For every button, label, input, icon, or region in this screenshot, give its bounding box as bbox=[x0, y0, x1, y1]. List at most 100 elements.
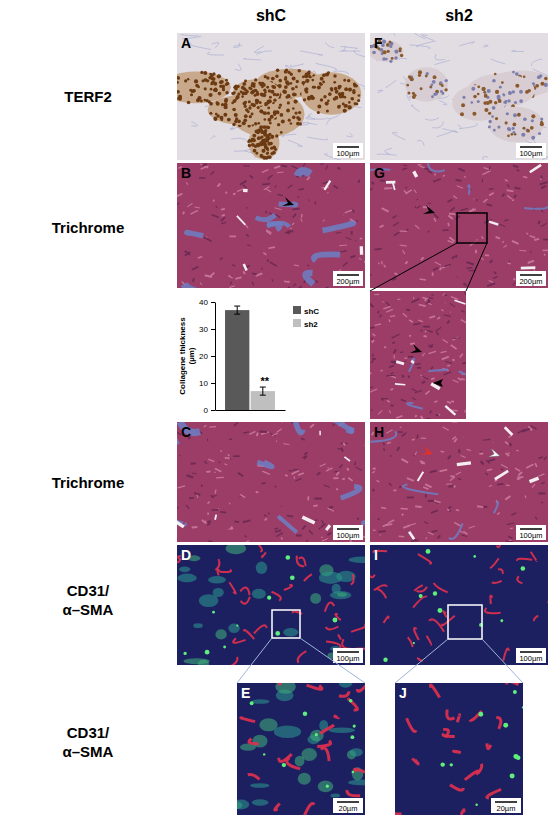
nucleus bbox=[290, 73, 293, 76]
cd31-signal bbox=[383, 616, 388, 622]
tissue-fiber bbox=[530, 250, 531, 253]
tissue-fiber bbox=[430, 411, 432, 414]
tissue-fiber bbox=[501, 468, 503, 470]
scale-bar-label: 100µm bbox=[336, 531, 359, 540]
tissue-fiber bbox=[177, 203, 179, 207]
tissue-fiber bbox=[421, 376, 428, 379]
tissue-fiber bbox=[306, 540, 308, 542]
nucleus bbox=[240, 90, 243, 93]
nucleus bbox=[522, 127, 525, 130]
nucleus bbox=[263, 118, 266, 121]
stroma-fiber bbox=[191, 121, 197, 126]
tissue-fiber bbox=[265, 211, 267, 213]
tissue-fiber bbox=[192, 526, 198, 528]
tissue-fiber bbox=[466, 267, 472, 269]
tissue-background bbox=[370, 291, 466, 419]
tissue-fiber bbox=[434, 218, 436, 221]
nucleus bbox=[320, 98, 323, 101]
nucleus bbox=[523, 75, 526, 78]
tissue-fiber bbox=[404, 357, 407, 358]
tissue-fiber bbox=[348, 478, 352, 481]
nucleus bbox=[333, 74, 336, 77]
tissue-fiber bbox=[431, 378, 435, 379]
nucleus bbox=[257, 122, 260, 125]
tissue-fiber bbox=[393, 489, 396, 491]
tissue-fiber bbox=[256, 491, 259, 493]
nucleus bbox=[494, 101, 498, 105]
tissue-fiber bbox=[229, 438, 232, 440]
nucleus bbox=[292, 116, 296, 120]
tissue-fiber bbox=[512, 199, 514, 201]
panel-image bbox=[370, 545, 548, 665]
tissue-fiber bbox=[212, 509, 220, 511]
nucleus bbox=[408, 75, 411, 78]
collagen-band bbox=[184, 284, 216, 288]
tissue-fiber bbox=[402, 168, 407, 170]
nucleus bbox=[249, 115, 252, 118]
nucleus bbox=[286, 82, 290, 86]
tissue-fiber bbox=[445, 361, 452, 363]
cd31-signal bbox=[450, 785, 463, 790]
nucleus bbox=[338, 92, 342, 96]
cd31-signal bbox=[304, 804, 314, 815]
cd31-signal bbox=[248, 774, 260, 779]
green-spot bbox=[333, 617, 338, 622]
nucleus bbox=[526, 129, 529, 132]
vessel-lumen bbox=[319, 431, 321, 436]
tissue-fiber bbox=[304, 452, 307, 454]
nucleus bbox=[488, 126, 491, 129]
tissue-fiber bbox=[442, 357, 449, 360]
cd31-signal bbox=[351, 625, 365, 632]
tissue-fiber bbox=[232, 265, 235, 267]
tissue-fiber bbox=[275, 185, 276, 187]
nucleus bbox=[267, 111, 270, 114]
tissue-fiber bbox=[216, 477, 224, 479]
tissue-fiber bbox=[481, 461, 484, 464]
tissue-fiber bbox=[539, 457, 543, 458]
tissue-fiber bbox=[506, 484, 510, 486]
panel-letter: I bbox=[374, 547, 378, 563]
tissue-fiber bbox=[485, 254, 489, 256]
green-spot bbox=[419, 594, 423, 598]
tissue-fiber bbox=[391, 389, 394, 390]
sma-signal bbox=[337, 592, 347, 596]
nucleus bbox=[348, 88, 352, 92]
tissue-fiber bbox=[274, 166, 280, 168]
cd31-signal bbox=[490, 595, 492, 604]
tissue-fiber bbox=[336, 488, 338, 490]
nucleus bbox=[305, 72, 309, 76]
cd31-signal bbox=[496, 718, 501, 729]
green-spot bbox=[353, 725, 356, 728]
tissue-fiber bbox=[246, 207, 248, 209]
tissue-fiber bbox=[355, 467, 362, 471]
tissue-fiber bbox=[266, 230, 271, 233]
collagen-band bbox=[524, 206, 547, 209]
vessel-lumen bbox=[360, 246, 364, 255]
cd31-signal bbox=[255, 545, 262, 551]
collagen-band bbox=[468, 185, 470, 194]
tissue-fiber bbox=[419, 304, 426, 306]
scale-bar-box bbox=[516, 143, 546, 158]
tissue-fiber bbox=[485, 473, 488, 475]
cd31-signal bbox=[517, 576, 522, 583]
tissue-fiber bbox=[224, 464, 227, 465]
tissue-fiber bbox=[386, 309, 393, 312]
tissue-fiber bbox=[424, 326, 429, 328]
nucleus bbox=[275, 134, 278, 137]
scale-bar-label: 100µm bbox=[519, 654, 542, 663]
legend-swatch bbox=[293, 319, 301, 327]
tissue-fiber bbox=[250, 175, 253, 178]
tissue-fiber bbox=[425, 391, 429, 395]
nucleus bbox=[353, 84, 357, 88]
tissue-fiber bbox=[243, 185, 246, 188]
nucleus bbox=[227, 118, 231, 122]
tissue-fiber bbox=[397, 298, 400, 300]
tissue-fiber bbox=[517, 476, 523, 478]
cd31-signal bbox=[490, 558, 499, 568]
nucleus bbox=[494, 73, 497, 76]
collagen-band bbox=[428, 370, 447, 372]
tissue-fiber bbox=[526, 464, 533, 468]
tissue-fiber bbox=[452, 436, 456, 439]
collagen-band bbox=[256, 215, 276, 220]
stroma-fiber bbox=[288, 140, 302, 146]
